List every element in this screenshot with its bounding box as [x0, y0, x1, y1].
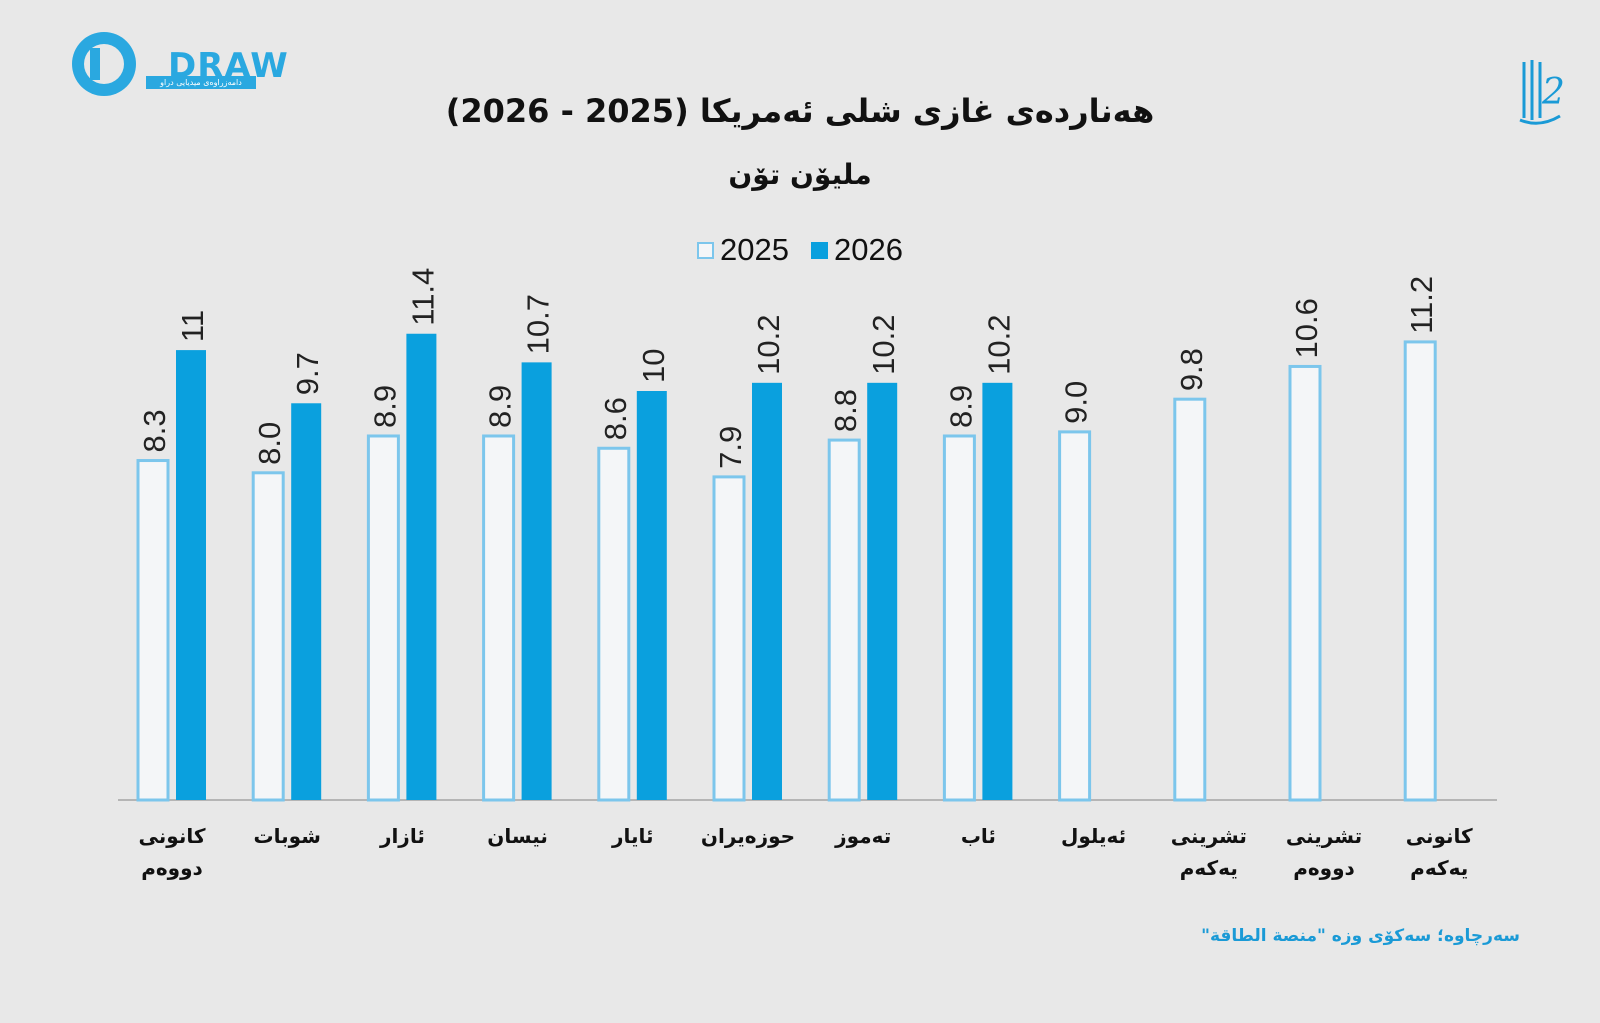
bar-2025-4	[597, 446, 631, 802]
category-label-10-line2: دووەم	[1293, 856, 1355, 880]
data-label-2025-4: 8.6	[598, 397, 633, 440]
data-label-2025-3: 8.9	[483, 385, 518, 428]
data-label-2026-3: 10.7	[521, 294, 556, 354]
bar-2026-4	[636, 391, 667, 800]
data-label-2025-7: 8.9	[943, 385, 978, 428]
chart-legend: 2025 2026	[0, 232, 1600, 268]
category-label-2: ئازار	[379, 824, 425, 848]
bar-2026-6	[867, 382, 898, 800]
category-label-3: نیسان	[487, 824, 548, 848]
category-label-4: ئایار	[611, 824, 654, 848]
bar-2025-11	[1403, 340, 1437, 802]
source-note: سەرچاوە؛ سەکۆی وزە "منصة الطاقة"	[1201, 926, 1520, 946]
category-label-7: ئاب	[961, 824, 996, 848]
category-label-11: کانونی	[1406, 824, 1473, 848]
legend-label-2025: 2025	[720, 232, 789, 267]
data-label-2026-1: 9.7	[290, 352, 325, 395]
category-label-6: تەموز	[834, 824, 891, 848]
bar-2026-7	[982, 382, 1013, 800]
data-label-2025-11: 11.2	[1404, 276, 1439, 334]
data-label-2025-10: 10.6	[1289, 298, 1324, 358]
bar-2026-1	[291, 403, 322, 800]
chart-subtitle: ملیۆن تۆن	[728, 158, 872, 191]
bar-2025-9	[1173, 397, 1207, 802]
data-label-2026-4: 10	[636, 349, 671, 383]
category-label-0-line2: دووەم	[141, 856, 203, 880]
data-label-2025-0: 8.3	[137, 409, 172, 452]
legend-item-2025: 2025	[697, 232, 789, 268]
data-label-2025-5: 7.9	[713, 426, 748, 469]
legend-swatch-2026	[811, 241, 828, 259]
bar-2025-3	[482, 434, 516, 802]
bar-2026-5	[752, 382, 782, 800]
data-label-2025-1: 8.0	[252, 422, 287, 465]
legend-label-2026: 2026	[834, 232, 903, 267]
bar-2026-3	[521, 362, 552, 800]
category-label-9: تشرینی	[1171, 824, 1247, 848]
data-label-2025-6: 8.8	[828, 389, 863, 432]
data-label-2026-7: 10.2	[981, 314, 1016, 374]
category-label-11-line2: یەکەم	[1410, 856, 1468, 880]
category-label-9-line2: یەکەم	[1180, 856, 1238, 880]
category-label-8: ئەیلول	[1061, 824, 1126, 848]
bar-2026-2	[406, 333, 437, 800]
bar-2025-1	[251, 471, 285, 802]
legend-swatch-2025	[697, 241, 715, 259]
chart-title: هەناردەی غازی شلی ئەمریکا (2025 - 2026)	[445, 92, 1155, 130]
bar-2025-8	[1058, 430, 1092, 802]
category-label-5: حوزەیران	[701, 824, 795, 848]
draw-logo-icon	[72, 32, 136, 96]
svg-text:2: 2	[1541, 72, 1565, 113]
bar-2025-7	[942, 434, 976, 802]
bar-2025-5	[712, 475, 746, 802]
logo-subtitle: دامەزراوەی میدیایی دراو	[146, 76, 256, 89]
data-label-2025-9: 9.8	[1174, 348, 1209, 391]
data-label-2026-5: 10.2	[751, 314, 786, 374]
data-label-2026-2: 11.4	[405, 268, 440, 326]
category-label-1: شوبات	[254, 824, 321, 848]
bar-2026-0	[176, 350, 206, 800]
data-label-2026-0: 11	[175, 310, 210, 342]
data-label-2026-6: 10.2	[866, 314, 901, 374]
corner-brand-icon: 2	[1519, 60, 1565, 125]
legend-item-2026: 2026	[811, 232, 903, 268]
data-label-2025-8: 9.0	[1059, 381, 1094, 424]
bar-2025-0	[136, 459, 170, 802]
bar-2025-10	[1288, 364, 1322, 802]
bar-2025-6	[827, 438, 861, 802]
data-label-2025-2: 8.9	[367, 385, 402, 428]
bar-2025-2	[366, 434, 400, 802]
draw-logo: DRAW دامەزراوەی میدیایی دراو	[68, 28, 288, 104]
category-label-0: کانونی	[139, 824, 206, 848]
category-label-10: تشرینی	[1286, 824, 1362, 848]
